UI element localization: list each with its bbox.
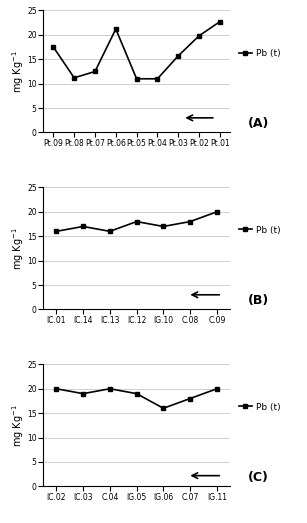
Y-axis label: mg Kg$^{-1}$: mg Kg$^{-1}$ [10,404,26,447]
Legend: Pb (t): Pb (t) [239,49,280,58]
Text: (C): (C) [248,471,269,484]
Legend: Pb (t): Pb (t) [239,225,280,235]
Text: (B): (B) [248,294,269,307]
Text: (A): (A) [248,117,269,130]
Y-axis label: mg Kg$^{-1}$: mg Kg$^{-1}$ [10,227,26,270]
Legend: Pb (t): Pb (t) [239,403,280,412]
Y-axis label: mg Kg$^{-1}$: mg Kg$^{-1}$ [10,50,26,93]
